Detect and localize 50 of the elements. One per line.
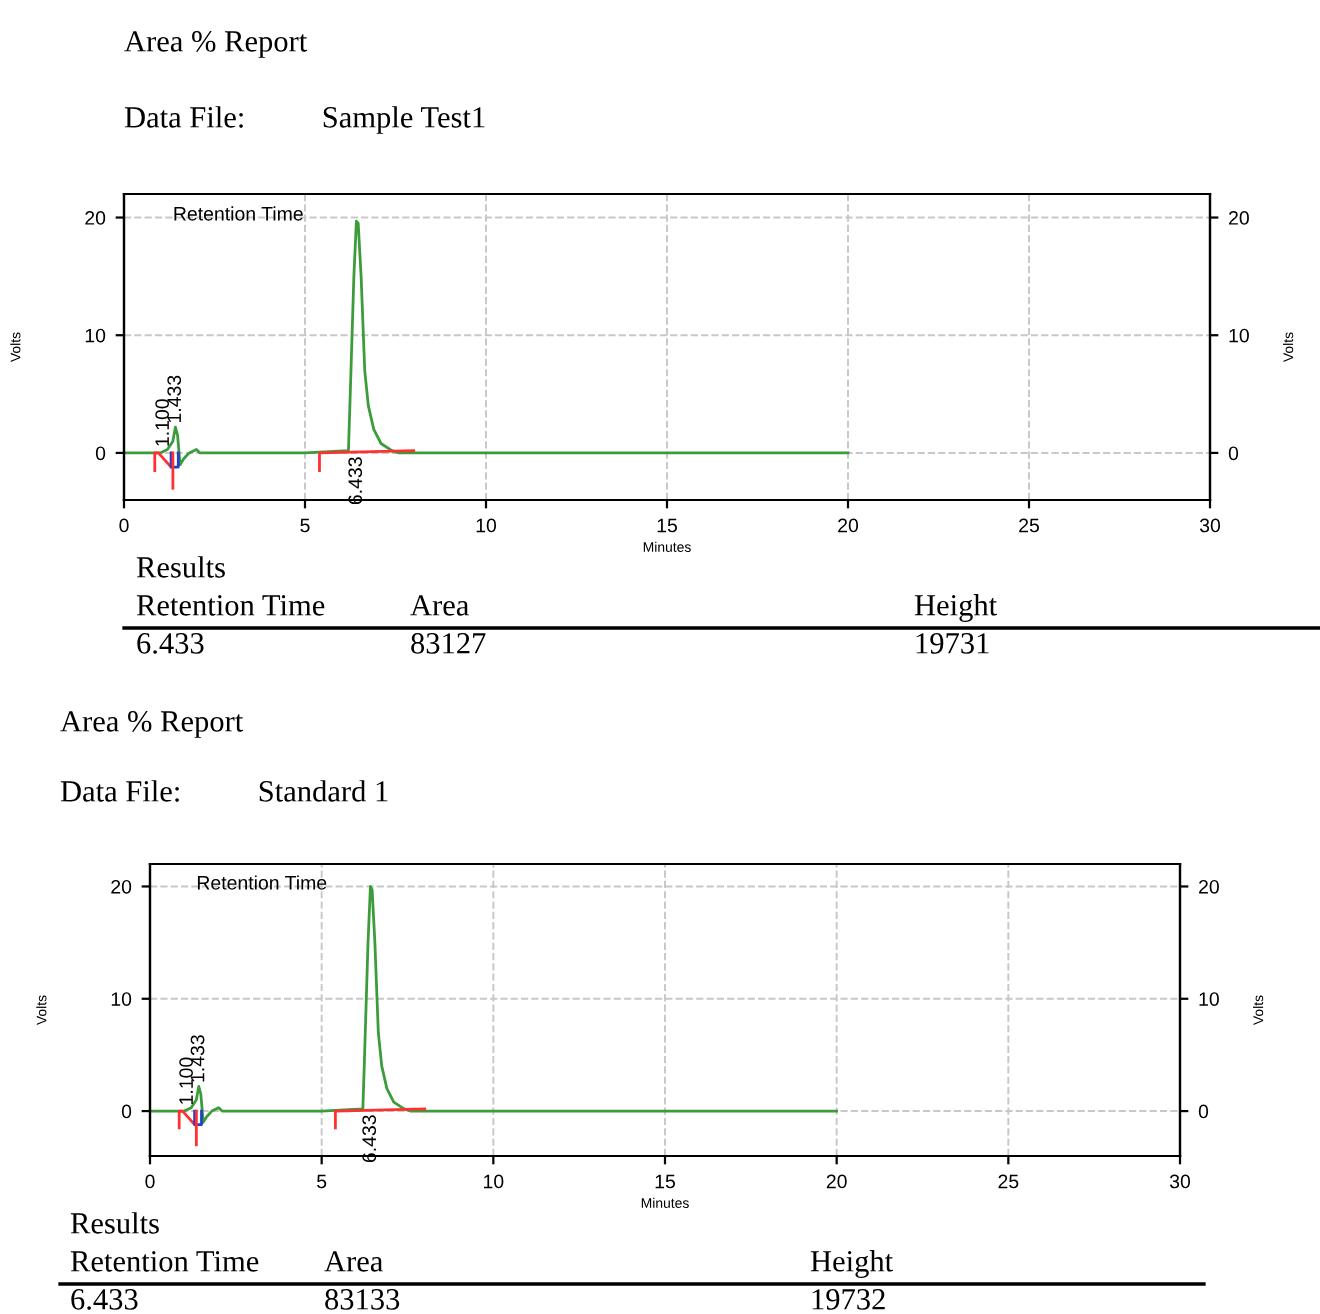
x-tick-label: 15 [655, 1174, 675, 1189]
y-tick-label: 0 [95, 446, 106, 461]
x-tick-label: 10 [484, 1174, 504, 1189]
text: Area [410, 595, 469, 616]
x-tick-label: 20 [826, 1174, 847, 1189]
x-tick-label: 30 [1199, 518, 1221, 533]
annotation: 1.100 [179, 1057, 193, 1104]
x-tick-label: 15 [657, 518, 677, 533]
y2-tick-label: 10 [1199, 992, 1219, 1007]
text: Results [70, 1212, 159, 1234]
text: 6.433 [137, 633, 204, 654]
text: 83127 [411, 633, 486, 654]
annotation: 1.433 [190, 1035, 205, 1082]
annotation: 6.433 [348, 457, 363, 505]
x-tick-label: 25 [998, 1174, 1019, 1189]
y2-tick-label: 20 [1229, 211, 1249, 225]
text: 19731 [916, 633, 989, 654]
text: Area [324, 1251, 383, 1272]
y2-tick-label: 0 [1198, 1104, 1209, 1119]
x-tick-label: 0 [145, 1174, 155, 1189]
text: Retention Time [136, 595, 325, 616]
text: 6.433 [71, 1289, 138, 1310]
y2-tick-label: 20 [1199, 879, 1219, 894]
text: 19732 [812, 1289, 885, 1310]
x-tick-label: 10 [476, 518, 497, 533]
text: 83133 [325, 1289, 400, 1310]
y-tick-label: 20 [85, 211, 106, 225]
y-tick-label: 0 [121, 1104, 132, 1119]
y2-tick-label: 10 [1229, 328, 1249, 343]
text: Retention Time [70, 1251, 259, 1272]
annotation: 1.100 [155, 399, 170, 446]
y-tick-label: 10 [85, 328, 106, 343]
annotation: 1.433 [167, 375, 182, 423]
chart-title: Area % Report [60, 711, 244, 738]
x-tick-label: 5 [300, 518, 310, 533]
x-tick-label: 20 [838, 518, 859, 533]
text: Height [914, 594, 997, 622]
x-tick-label: 5 [317, 1174, 327, 1189]
text: Results [136, 556, 225, 578]
chart-subtitle: Data File: Standard 1 [60, 780, 388, 802]
annotation: Retention Time [197, 875, 327, 890]
chart-title: Area % Report [124, 31, 308, 58]
chart-subtitle: Data File: Sample Test1 [124, 106, 485, 134]
x-tick-label: 30 [1169, 1174, 1191, 1189]
x-tick-label: 25 [1019, 518, 1039, 533]
annotation: Retention Time [174, 206, 303, 221]
text: Height [810, 1250, 893, 1278]
y-tick-label: 20 [111, 879, 132, 894]
y-tick-label: 10 [111, 992, 132, 1007]
y2-tick-label: 0 [1228, 446, 1239, 461]
